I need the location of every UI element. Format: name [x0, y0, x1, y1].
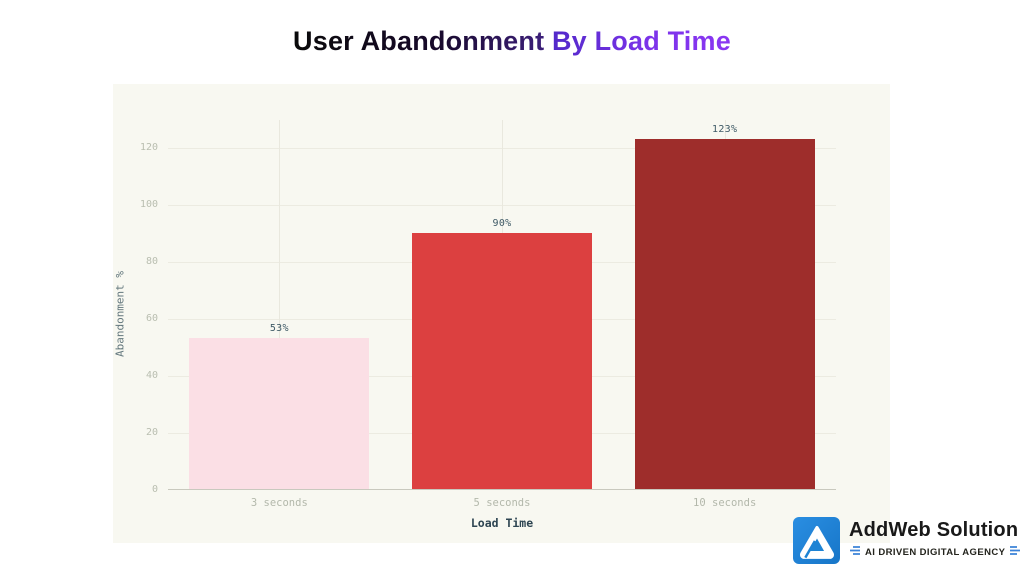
brand-logo: AddWeb Solution AI DRIVEN DIGITAL AGENCY	[793, 517, 1021, 564]
bar-value-label: 53%	[269, 323, 289, 335]
addweb-a-icon	[793, 517, 840, 564]
chart-card: Abandonment % 0 20 40 60 80 100 120 53% 3 second…	[113, 84, 890, 543]
x-tick-label: 10 seconds	[693, 497, 757, 509]
brand-tagline-row: AI DRIVEN DIGITAL AGENCY	[849, 543, 1021, 561]
bar	[634, 138, 815, 489]
y-tick-label: 0	[151, 484, 158, 495]
wind-lines-left-icon	[849, 543, 861, 561]
x-axis-title: Load Time	[470, 516, 534, 530]
plot-area: 0 20 40 60 80 100 120 53% 3 seconds 90% 5 seconds 1…	[140, 120, 836, 509]
page-title-dark-part: User Abandonment	[293, 26, 552, 56]
y-tick-label: 120	[139, 142, 158, 154]
bar	[412, 232, 592, 489]
y-tick-label: 80	[145, 256, 158, 268]
bar-value-label: 90%	[492, 217, 512, 229]
brand-text-block: AddWeb Solution AI DRIVEN DIGITAL AGENCY	[849, 517, 1021, 561]
x-tick-label: 3 seconds	[250, 497, 308, 509]
page-title: User Abandonment By Load Time	[0, 26, 1024, 57]
v-gridline	[279, 120, 281, 489]
wind-lines-right-icon	[1009, 543, 1021, 561]
bar-value-label: 123%	[712, 123, 738, 135]
bar	[189, 338, 370, 489]
page-title-purple-part: By Load Time	[551, 26, 731, 56]
brand-tagline: AI DRIVEN DIGITAL AGENCY	[865, 546, 1006, 558]
y-tick-label: 40	[145, 370, 158, 382]
brand-name: AddWeb Solution	[849, 519, 1019, 541]
y-tick-label: 20	[145, 427, 158, 439]
y-tick-label: 100	[139, 199, 158, 211]
x-tick-label: 5 seconds	[473, 497, 531, 509]
y-tick-label: 60	[145, 313, 158, 325]
